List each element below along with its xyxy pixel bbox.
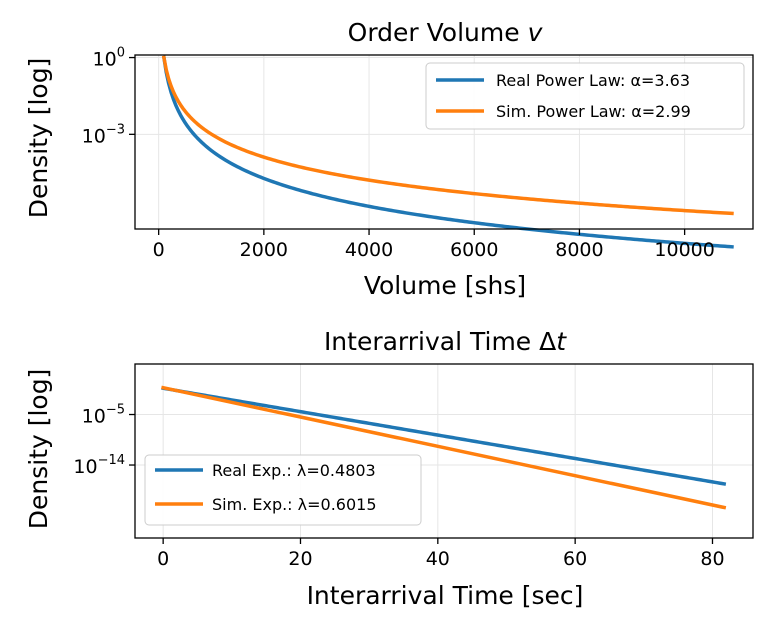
plot-frame (134, 54, 754, 230)
legend-box (144, 454, 422, 526)
chart-title: Interarrival Time Δt (324, 327, 567, 356)
x-tick-label: 0 (157, 548, 169, 570)
x-axis-ticks: 0 20 40 60 80 (157, 538, 725, 570)
legend-box (425, 62, 745, 130)
y-tick-label: 10−3 (82, 122, 125, 147)
y-tick-label: 10−5 (82, 403, 125, 428)
x-tick-label: 6000 (450, 239, 498, 261)
legend: Real Exp.: λ=0.4803 Sim. Exp.: λ=0.6015 (144, 454, 422, 526)
y-axis-ticks: 10−5 10−14 (73, 403, 135, 478)
legend-label: Real Exp.: λ=0.4803 (212, 461, 376, 480)
x-tick-label: 60 (563, 548, 587, 570)
chart-interarrival-time: Interarrival Time Δt 0 20 40 60 80 10−5 10−14… (24, 327, 754, 610)
x-axis-label: Volume [shs] (364, 271, 526, 300)
series-line-sim (161, 55, 734, 216)
chart-title: Order Volume v (348, 18, 544, 47)
y-tick-label: 100 (93, 46, 125, 71)
x-tick-label: 4000 (345, 239, 393, 261)
plot-frame (134, 363, 754, 539)
x-tick-label: 0 (153, 239, 165, 261)
legend-label: Real Power Law: α=3.63 (496, 71, 690, 90)
x-tick-label: 10000 (654, 239, 714, 261)
legend-label: Sim. Power Law: α=2.99 (496, 102, 691, 121)
x-axis-ticks: 0 2000 4000 6000 8000 10000 (153, 229, 715, 261)
chart-order-volume: Order Volume v 0 2000 4000 6000 8000 10000 10… (24, 18, 754, 300)
legend-label: Sim. Exp.: λ=0.6015 (212, 495, 377, 514)
y-axis-label: Density [log] (24, 369, 53, 530)
y-tick-label: 10−14 (73, 453, 125, 478)
series-lines (161, 55, 734, 249)
x-tick-label: 80 (700, 548, 724, 570)
y-axis-label: Density [log] (24, 58, 53, 219)
x-axis-label: Interarrival Time [sec] (307, 581, 584, 610)
legend: Real Power Law: α=3.63 Sim. Power Law: α… (425, 62, 745, 130)
series-line-real (161, 386, 727, 486)
series-lines (161, 385, 727, 510)
x-tick-label: 2000 (240, 239, 288, 261)
x-tick-label: 40 (426, 548, 450, 570)
y-axis-ticks: 100 10−3 (82, 46, 135, 147)
series-line-sim (161, 385, 727, 510)
x-tick-label: 8000 (555, 239, 603, 261)
series-line-real (161, 55, 734, 249)
x-tick-label: 20 (288, 548, 312, 570)
